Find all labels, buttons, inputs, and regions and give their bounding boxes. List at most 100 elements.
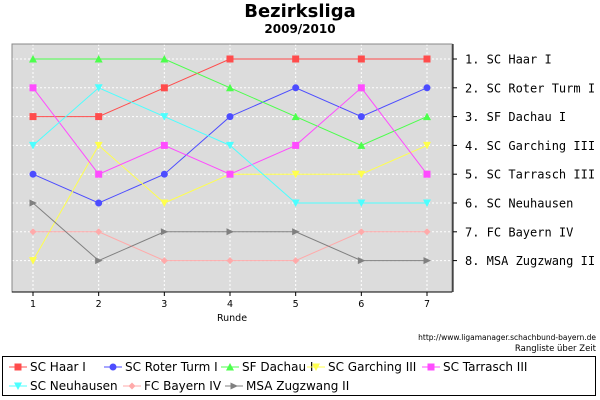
- data-point-sc-roter-turm-i: [95, 199, 103, 207]
- data-point-sf-dachau-i: [160, 55, 169, 63]
- legend-marker: [230, 382, 238, 390]
- data-point-fc-bayern-iv: [292, 257, 300, 265]
- legend-label: SC Tarrasch III: [443, 360, 528, 374]
- legend-label: FC Bayern IV: [144, 379, 222, 393]
- data-point-sc-neuhausen: [291, 199, 300, 207]
- credit-url: http://www.ligamanager.schachbund-bayern…: [418, 333, 596, 342]
- legend-item-sc-garching-iii: SC Garching III: [307, 360, 416, 374]
- data-point-fc-bayern-iv: [423, 228, 431, 236]
- data-point-sc-tarrasch-iii: [292, 141, 300, 149]
- data-point-sc-neuhausen: [94, 84, 103, 92]
- data-point-msa-zugzwang-ii: [160, 228, 169, 236]
- legend-swatch: [123, 382, 141, 390]
- data-point-msa-zugzwang-ii: [95, 257, 103, 265]
- ranking-note: Rangliste über Zeit: [514, 344, 596, 354]
- legend: SC Haar I SC Roter Turm I SF Dachau I SC Ga…: [2, 356, 596, 396]
- data-point-msa-zugzwang-ii: [226, 228, 234, 236]
- chart-subtitle: 2009/2010: [264, 22, 336, 36]
- data-point-sf-dachau-i: [94, 55, 103, 63]
- data-point-fc-bayern-iv: [357, 228, 365, 236]
- data-point-sc-haar-i: [95, 113, 103, 121]
- data-point-sc-tarrasch-iii: [95, 170, 103, 178]
- x-tick-label: 6: [358, 299, 364, 310]
- data-point-sc-tarrasch-iii: [29, 84, 37, 92]
- plot-area: 1 2 3 4 5 6 7 Runde 1. SC Haar I 2. SC Roter Turm…: [11, 43, 595, 324]
- right-axis-label: 1. SC Haar I: [465, 53, 552, 67]
- data-point-sc-roter-turm-i: [423, 84, 431, 92]
- legend-marker: [427, 363, 435, 371]
- data-point-fc-bayern-iv: [226, 257, 234, 265]
- right-axis-label: 3. SF Dachau I: [465, 110, 566, 124]
- legend-marker: [109, 363, 117, 371]
- data-point-sc-neuhausen: [423, 199, 431, 207]
- data-point-sc-haar-i: [160, 84, 168, 92]
- data-point-sc-haar-i: [423, 55, 431, 63]
- data-point-sc-haar-i: [226, 55, 234, 63]
- x-axis-label: Runde: [217, 313, 247, 324]
- legend-swatch: [9, 382, 27, 390]
- right-axis-label: 6. SC Neuhausen: [465, 197, 573, 211]
- legend-label: MSA Zugzwang II: [246, 379, 350, 393]
- legend-swatch: [225, 382, 243, 390]
- x-tick-label: 7: [424, 299, 430, 310]
- data-point-sf-dachau-i: [291, 112, 300, 121]
- legend-item-sc-haar-i: SC Haar I: [9, 360, 86, 374]
- legend-label: SC Garching III: [328, 360, 417, 374]
- legend-label: SF Dachau I: [242, 360, 314, 374]
- legend-label: SC Haar I: [30, 360, 86, 374]
- data-point-sc-roter-turm-i: [292, 84, 300, 92]
- legend-swatch: [422, 363, 440, 371]
- legend-marker: [128, 382, 136, 390]
- data-point-sc-roter-turm-i: [29, 170, 37, 178]
- x-tick-label: 4: [227, 299, 233, 310]
- data-point-sc-garching-iii: [94, 141, 103, 150]
- data-point-sc-tarrasch-iii: [160, 141, 168, 149]
- data-point-fc-bayern-iv: [160, 257, 168, 265]
- chart-title: Bezirksliga: [244, 1, 356, 22]
- legend-marker: [226, 363, 234, 371]
- legend-item-msa-zugzwang-ii: MSA Zugzwang II: [225, 379, 349, 393]
- legend-marker: [312, 363, 320, 371]
- right-axis-label: 5. SC Tarrasch III: [465, 168, 595, 182]
- data-point-sc-garching-iii: [291, 170, 300, 179]
- legend-item-sc-tarrasch-iii: SC Tarrasch III: [422, 360, 527, 374]
- data-point-fc-bayern-iv: [29, 228, 37, 236]
- data-point-sf-dachau-i: [423, 112, 431, 121]
- legend-item-fc-bayern-iv: FC Bayern IV: [123, 379, 221, 393]
- data-point-sc-roter-turm-i: [160, 170, 168, 178]
- legend-swatch: [9, 363, 27, 371]
- data-point-sc-garching-iii: [29, 257, 37, 265]
- plot-background: [12, 44, 452, 292]
- x-tick-label: 2: [96, 299, 102, 310]
- legend-marker: [14, 363, 22, 371]
- data-point-msa-zugzwang-ii: [357, 257, 366, 265]
- data-point-msa-zugzwang-ii: [29, 199, 37, 207]
- data-point-sc-haar-i: [292, 55, 300, 63]
- data-point-sf-dachau-i: [29, 55, 37, 63]
- data-point-msa-zugzwang-ii: [423, 257, 431, 265]
- data-point-sc-haar-i: [29, 113, 37, 121]
- data-point-sc-neuhausen: [226, 141, 234, 150]
- data-point-fc-bayern-iv: [95, 228, 103, 236]
- right-axis-label: 4. SC Garching III: [465, 139, 595, 153]
- data-point-sc-haar-i: [357, 55, 365, 63]
- legend-item-sc-neuhausen: SC Neuhausen: [9, 379, 118, 393]
- data-point-sc-neuhausen: [357, 199, 366, 207]
- data-point-msa-zugzwang-ii: [292, 228, 300, 236]
- x-tick-label: 5: [293, 299, 299, 310]
- data-point-sc-roter-turm-i: [226, 113, 234, 121]
- legend-marker: [14, 382, 22, 390]
- data-point-sf-dachau-i: [357, 141, 366, 149]
- right-axis-label: 2. SC Roter Turm I: [465, 81, 595, 95]
- data-point-sc-tarrasch-iii: [226, 170, 234, 178]
- data-point-sc-tarrasch-iii: [423, 170, 431, 178]
- legend-swatch: [307, 363, 325, 371]
- x-tick-label: 1: [30, 299, 36, 310]
- data-point-sc-neuhausen: [29, 141, 37, 150]
- legend-label: SC Roter Turm I: [125, 360, 218, 374]
- data-point-sc-neuhausen: [160, 113, 169, 121]
- data-point-sc-tarrasch-iii: [357, 84, 365, 92]
- data-point-sc-garching-iii: [423, 141, 431, 150]
- right-axis-label: 7. FC Bayern IV: [465, 225, 573, 239]
